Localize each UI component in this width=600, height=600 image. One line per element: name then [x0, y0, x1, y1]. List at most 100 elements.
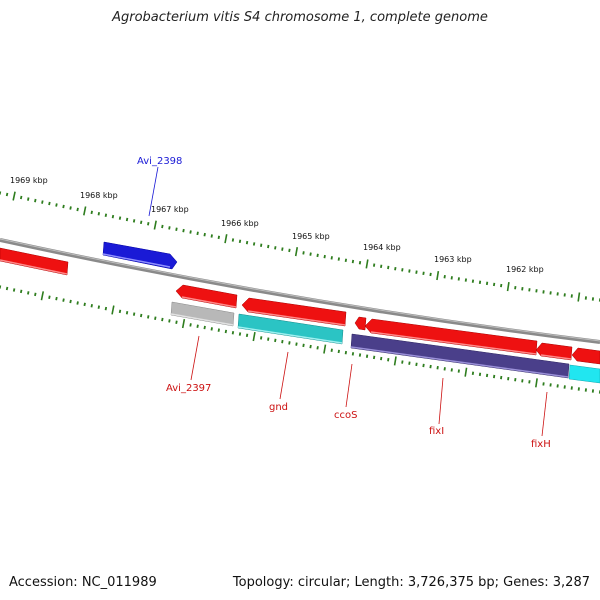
- inner-minor-tick: [62, 298, 65, 302]
- label-avi2398[interactable]: Avi_2398: [137, 156, 182, 167]
- leader-gnd: [279, 351, 289, 400]
- outer-minor-tick: [210, 234, 213, 238]
- inner-minor-tick: [97, 305, 101, 309]
- outer-minor-tick: [408, 269, 411, 273]
- reverse-strand-genes-red: [175, 284, 600, 365]
- label-fixh[interactable]: fixH: [531, 439, 551, 450]
- outer-minor-tick: [450, 276, 453, 280]
- label-fixi[interactable]: fixI: [429, 426, 444, 437]
- outer-minor-tick: [189, 230, 192, 234]
- outer-minor-tick: [203, 232, 206, 237]
- inner-minor-tick: [422, 363, 425, 368]
- map-title: Agrobacterium vitis S4 chromosome 1, com…: [112, 10, 488, 25]
- leader-avi2397: [190, 335, 200, 381]
- outer-major-tick: [577, 292, 581, 302]
- label-ccos[interactable]: ccoS: [334, 410, 357, 421]
- inner-minor-tick: [238, 332, 242, 336]
- inner-minor-tick: [34, 292, 37, 297]
- inner-minor-tick: [125, 310, 129, 315]
- outer-minor-tick: [337, 257, 340, 261]
- inner-minor-tick: [231, 331, 235, 335]
- inner-minor-tick: [443, 367, 446, 371]
- gene-red-f[interactable]: [571, 347, 600, 365]
- outer-minor-tick: [48, 201, 51, 206]
- outer-minor-tick: [387, 265, 390, 270]
- inner-minor-tick: [429, 364, 432, 369]
- gene-avi2398-shade: [102, 253, 171, 268]
- gene-ccos-fixi[interactable]: [350, 333, 570, 379]
- outer-minor-tick: [260, 243, 263, 247]
- tick-label-1966: 1966 kbp: [221, 219, 259, 228]
- outer-major-tick: [365, 259, 369, 269]
- label-gnd[interactable]: gnd: [269, 402, 288, 413]
- gene-red-c[interactable]: [354, 316, 367, 331]
- outer-minor-tick: [429, 272, 432, 277]
- gene-red-a[interactable]: [175, 284, 238, 309]
- outer-minor-tick: [175, 227, 178, 231]
- gene-fixh[interactable]: [568, 364, 600, 384]
- outer-minor-tick: [132, 219, 136, 223]
- outer-minor-tick: [125, 217, 129, 222]
- inner-minor-tick: [147, 315, 150, 319]
- outer-major-tick: [83, 206, 87, 216]
- inner-minor-tick: [139, 313, 143, 318]
- outer-minor-tick: [104, 213, 108, 217]
- inner-minor-tick: [344, 350, 348, 355]
- gene-avi2397[interactable]: [170, 301, 235, 327]
- inner-minor-tick: [267, 337, 270, 341]
- inner-minor-tick: [316, 346, 319, 350]
- outer-minor-tick: [281, 247, 284, 251]
- genome-stats-text: Topology: circular; Length: 3,726,375 bp…: [232, 575, 590, 590]
- inner-minor-tick: [217, 328, 220, 332]
- outer-minor-tick: [401, 268, 404, 272]
- outer-minor-tick: [5, 192, 9, 197]
- outer-minor-tick: [351, 259, 355, 264]
- outer-minor-tick: [309, 252, 312, 256]
- inner-minor-tick: [351, 352, 355, 356]
- inner-minor-tick: [224, 329, 228, 334]
- inner-minor-tick: [12, 288, 16, 292]
- gene-red-e-shade: [540, 354, 572, 360]
- outer-minor-tick: [443, 274, 446, 279]
- outer-major-tick: [224, 234, 228, 244]
- inner-minor-tick: [203, 325, 206, 330]
- outer-major-tick: [506, 282, 510, 292]
- outer-minor-tick: [288, 248, 291, 253]
- outer-minor-tick: [330, 256, 333, 260]
- leader-avi2398: [148, 166, 159, 217]
- outer-minor-tick: [372, 263, 376, 267]
- outer-minor-tick: [19, 195, 23, 200]
- tick-label-1969: 1969 kbp: [10, 176, 48, 185]
- label-leaders: [148, 166, 548, 437]
- outer-minor-tick: [97, 212, 101, 216]
- gene-red-d[interactable]: [364, 318, 538, 356]
- inner-minor-tick: [302, 343, 305, 348]
- inner-minor-tick: [408, 361, 411, 365]
- inner-minor-tick: [5, 286, 9, 291]
- inner-major-tick: [535, 378, 538, 388]
- outer-minor-tick: [217, 235, 221, 240]
- inner-major-tick: [393, 356, 397, 366]
- genome-backbone: [0, 238, 600, 344]
- outer-minor-tick: [457, 277, 460, 281]
- outer-tick-track: [0, 191, 600, 302]
- label-avi2397[interactable]: Avi_2397: [166, 383, 211, 394]
- gene-avi2398[interactable]: [102, 241, 178, 270]
- inner-minor-tick: [309, 344, 312, 349]
- gene-left-red[interactable]: [0, 247, 69, 276]
- inner-major-tick: [464, 367, 468, 377]
- outer-minor-tick: [118, 216, 122, 220]
- outer-minor-tick: [464, 278, 468, 282]
- inner-minor-tick: [380, 356, 383, 361]
- gene-gnd[interactable]: [237, 313, 344, 345]
- tick-label-1964: 1964 kbp: [363, 243, 401, 252]
- outer-minor-tick: [182, 228, 185, 233]
- gene-red-b[interactable]: [241, 297, 347, 327]
- inner-minor-tick: [337, 349, 340, 354]
- outer-minor-tick: [231, 238, 235, 242]
- outer-minor-tick: [27, 197, 30, 201]
- inner-minor-tick: [245, 333, 249, 338]
- inner-major-tick: [181, 319, 186, 329]
